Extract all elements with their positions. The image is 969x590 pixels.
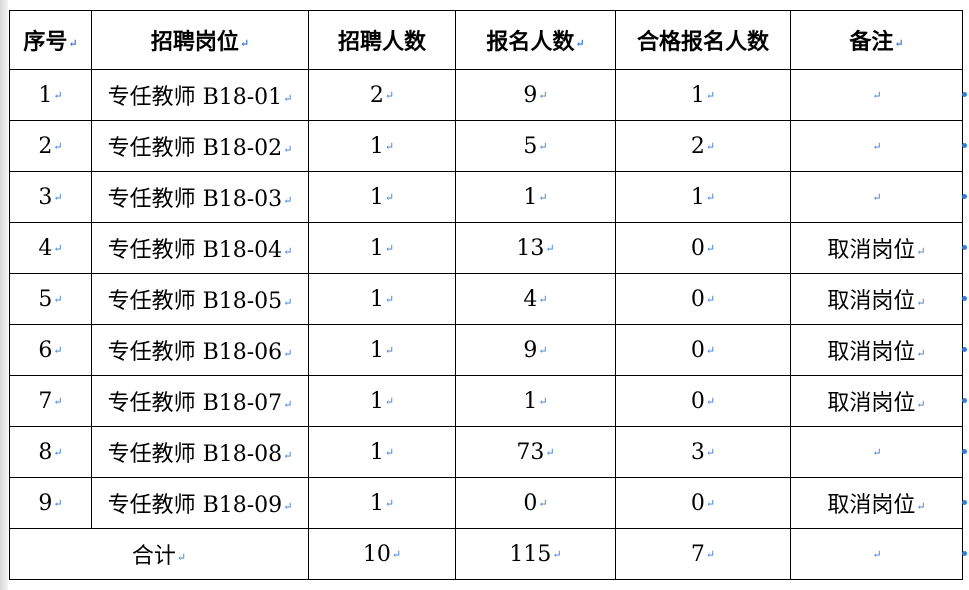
cell-index: 7 <box>9 375 92 427</box>
cell-position: 专任教师 B18-07 <box>91 375 309 427</box>
recruitment-table: 序号 招聘岗位 招聘人数 报名人数 合格报名人数 备注 1专任教师 B18-01… <box>9 10 963 580</box>
row-end-marker <box>962 551 967 556</box>
total-row: 合计 10 115 7 <box>9 528 963 580</box>
cell-note <box>790 69 963 121</box>
cell-applied-count: 4 <box>455 273 616 325</box>
cell-recruit-count: 1 <box>308 477 456 529</box>
cell-recruit-count: 1 <box>308 375 456 427</box>
cell-note: 取消岗位 <box>790 375 963 427</box>
cell-index: 3 <box>9 171 92 223</box>
row-end-marker <box>962 296 967 301</box>
cell-position: 专任教师 B18-06 <box>91 324 309 376</box>
header-position: 招聘岗位 <box>91 10 309 70</box>
cell-index: 8 <box>9 426 92 478</box>
cell-qualified-count: 2 <box>615 120 791 172</box>
table-row: 7专任教师 B18-07110取消岗位 <box>9 375 963 427</box>
cell-qualified-count: 0 <box>615 324 791 376</box>
cell-applied-count: 13 <box>455 222 616 274</box>
cell-index: 9 <box>9 477 92 529</box>
cell-qualified-count: 0 <box>615 477 791 529</box>
cell-note: 取消岗位 <box>790 273 963 325</box>
table-row: 2专任教师 B18-02152 <box>9 120 963 172</box>
total-applied: 115 <box>455 528 616 580</box>
cell-recruit-count: 1 <box>308 426 456 478</box>
row-end-marker <box>962 143 967 148</box>
cell-qualified-count: 0 <box>615 375 791 427</box>
cell-note: 取消岗位 <box>790 222 963 274</box>
row-end-marker <box>962 194 967 199</box>
cell-recruit-count: 1 <box>308 324 456 376</box>
cell-applied-count: 1 <box>455 171 616 223</box>
cell-position: 专任教师 B18-02 <box>91 120 309 172</box>
total-qualified: 7 <box>615 528 791 580</box>
header-note: 备注 <box>790 10 963 70</box>
header-recruit-count: 招聘人数 <box>308 10 456 70</box>
header-qualified-count: 合格报名人数 <box>615 10 791 70</box>
cell-index: 4 <box>9 222 92 274</box>
total-label: 合计 <box>9 528 309 580</box>
table-row: 8专任教师 B18-081733 <box>9 426 963 478</box>
row-end-marker <box>962 347 967 352</box>
cell-position: 专任教师 B18-08 <box>91 426 309 478</box>
cell-position: 专任教师 B18-04 <box>91 222 309 274</box>
header-applied-count: 报名人数 <box>455 10 616 70</box>
cell-recruit-count: 1 <box>308 222 456 274</box>
cell-position: 专任教师 B18-01 <box>91 69 309 121</box>
cell-applied-count: 0 <box>455 477 616 529</box>
cell-qualified-count: 3 <box>615 426 791 478</box>
row-end-marker <box>962 92 967 97</box>
total-recruit: 10 <box>308 528 456 580</box>
cell-recruit-count: 1 <box>308 273 456 325</box>
table-row: 9专任教师 B18-09100取消岗位 <box>9 477 963 529</box>
table-row: 1专任教师 B18-01291 <box>9 69 963 121</box>
cell-note: 取消岗位 <box>790 477 963 529</box>
cell-applied-count: 73 <box>455 426 616 478</box>
cell-applied-count: 5 <box>455 120 616 172</box>
total-note <box>790 528 963 580</box>
cell-note <box>790 426 963 478</box>
cell-note <box>790 120 963 172</box>
table-row: 3专任教师 B18-03111 <box>9 171 963 223</box>
cell-qualified-count: 0 <box>615 273 791 325</box>
cell-index: 5 <box>9 273 92 325</box>
row-end-marker <box>962 500 967 505</box>
row-end-marker <box>962 449 967 454</box>
cell-qualified-count: 0 <box>615 222 791 274</box>
cell-position: 专任教师 B18-03 <box>91 171 309 223</box>
header-row: 序号 招聘岗位 招聘人数 报名人数 合格报名人数 备注 <box>9 10 963 70</box>
cell-note <box>790 171 963 223</box>
cell-qualified-count: 1 <box>615 69 791 121</box>
cell-index: 6 <box>9 324 92 376</box>
row-end-marker <box>962 245 967 250</box>
table-row: 5专任教师 B18-05140取消岗位 <box>9 273 963 325</box>
cell-note: 取消岗位 <box>790 324 963 376</box>
cell-qualified-count: 1 <box>615 171 791 223</box>
page-margin <box>0 0 8 590</box>
cell-recruit-count: 2 <box>308 69 456 121</box>
table-row: 6专任教师 B18-06190取消岗位 <box>9 324 963 376</box>
cell-recruit-count: 1 <box>308 120 456 172</box>
table-row: 4专任教师 B18-041130取消岗位 <box>9 222 963 274</box>
row-end-marker <box>962 398 967 403</box>
cell-position: 专任教师 B18-09 <box>91 477 309 529</box>
cell-index: 1 <box>9 69 92 121</box>
cell-applied-count: 9 <box>455 324 616 376</box>
cell-applied-count: 9 <box>455 69 616 121</box>
cell-position: 专任教师 B18-05 <box>91 273 309 325</box>
header-index: 序号 <box>9 10 92 70</box>
cell-applied-count: 1 <box>455 375 616 427</box>
cell-recruit-count: 1 <box>308 171 456 223</box>
cell-index: 2 <box>9 120 92 172</box>
